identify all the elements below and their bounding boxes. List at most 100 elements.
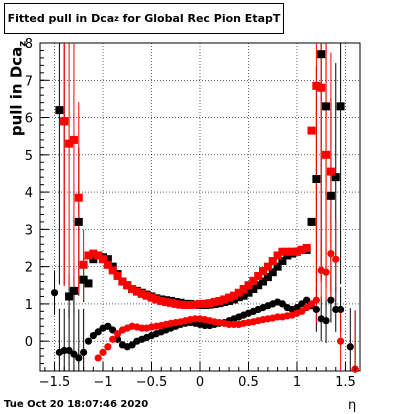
- data-point-circle: [50, 289, 59, 297]
- data-point-circle: [128, 341, 136, 349]
- y-tick-label: 0: [25, 335, 33, 350]
- data-point-square: [186, 301, 195, 310]
- data-point-circle: [346, 343, 354, 351]
- data-point-square: [137, 289, 146, 298]
- y-tick-label: 3: [25, 223, 33, 238]
- data-point-circle: [94, 354, 102, 362]
- data-point-square: [317, 50, 326, 59]
- y-tick-label: 1: [25, 298, 33, 313]
- data-point-square: [55, 106, 64, 115]
- data-point-square: [210, 298, 219, 307]
- data-point-square: [69, 135, 78, 144]
- data-point-square: [278, 257, 287, 266]
- data-point-square: [336, 102, 345, 111]
- data-point-circle: [307, 300, 316, 308]
- data-point-square: [181, 301, 190, 310]
- data-point-circle: [332, 255, 340, 263]
- data-point-circle: [89, 331, 97, 340]
- chart-title-text: Fitted pull in Dca: [7, 12, 115, 25]
- data-point-circle: [337, 337, 345, 345]
- data-point-circle: [298, 300, 306, 308]
- data-point-square: [191, 300, 200, 309]
- data-point-square: [157, 296, 166, 305]
- y-tick-label: 7: [25, 74, 33, 89]
- data-point-square: [234, 293, 243, 302]
- data-point-square: [259, 277, 268, 286]
- x-tick-label: 1: [293, 375, 301, 390]
- data-point-square: [103, 255, 112, 264]
- data-point-square: [152, 295, 161, 304]
- data-point-square: [74, 193, 83, 202]
- data-point-circle: [99, 348, 107, 356]
- footer-timestamp: Tue Oct 20 18:07:46 2020: [4, 399, 149, 410]
- data-point-circle: [80, 348, 88, 356]
- data-point-circle: [337, 305, 345, 314]
- data-point-square: [307, 126, 316, 135]
- data-point-square: [322, 102, 331, 111]
- data-point-square: [176, 300, 185, 309]
- data-point-square: [268, 257, 277, 266]
- data-point-circle: [278, 300, 287, 308]
- chart-title: Fitted pull in Dca z for Global Rec Pion …: [4, 3, 284, 34]
- data-point-square: [288, 247, 297, 256]
- data-point-circle: [312, 305, 320, 314]
- data-point-square: [220, 295, 229, 304]
- data-point-circle: [303, 304, 311, 312]
- data-point-square: [263, 262, 272, 271]
- data-point-circle: [327, 296, 335, 304]
- data-point-circle: [113, 330, 122, 338]
- data-point-square: [249, 285, 258, 293]
- data-point-square: [166, 298, 175, 307]
- y-axis-label: pull in Dcaz: [8, 24, 29, 154]
- axis-ticks: [40, 42, 356, 371]
- data-point-square: [229, 291, 238, 300]
- data-point-circle: [322, 268, 330, 276]
- x-axis-label: η: [348, 398, 357, 413]
- x-tick-label: −1.5: [39, 375, 71, 390]
- chart-title-suffix: for Global Rec Pion EtapT: [118, 12, 281, 25]
- data-point-square: [225, 293, 234, 302]
- data-point-square: [317, 83, 326, 92]
- data-point-square: [103, 260, 112, 269]
- data-point-square: [84, 279, 93, 288]
- data-point-circle: [104, 322, 112, 330]
- data-point-circle: [70, 350, 78, 358]
- data-point-square: [302, 244, 311, 252]
- data-point-circle: [65, 346, 73, 355]
- data-point-circle: [84, 337, 93, 345]
- data-point-square: [249, 276, 258, 285]
- data-point-square: [108, 266, 117, 275]
- data-point-square: [292, 247, 301, 256]
- data-point-square: [234, 288, 243, 297]
- data-point-square: [273, 251, 282, 260]
- data-point-circle: [312, 296, 320, 304]
- data-point-square: [69, 286, 78, 295]
- data-markers: [50, 50, 359, 373]
- data-point-square: [79, 275, 88, 284]
- data-point-square: [283, 247, 292, 256]
- data-point-circle: [322, 317, 330, 325]
- data-point-circle: [293, 304, 301, 312]
- data-point-square: [132, 287, 141, 296]
- data-point-square: [171, 299, 180, 308]
- data-point-square: [65, 292, 74, 301]
- y-tick-label: 8: [25, 37, 33, 52]
- data-point-square: [326, 167, 335, 176]
- axis-tick-labels: −1.5 −1 −0.5 0 0.5 1 1.5 0 1 2 3 4 5 6 7 8: [25, 37, 356, 390]
- chart-title-subscript: z: [114, 14, 119, 23]
- data-point-square: [65, 139, 74, 148]
- data-point-circle: [109, 335, 117, 343]
- data-point-circle: [94, 328, 102, 336]
- data-point-circle: [109, 326, 117, 334]
- data-point-square: [94, 251, 103, 260]
- x-tick-label: 1.5: [335, 375, 356, 390]
- data-point-square: [254, 281, 263, 290]
- y-axis-label-subscript: z: [17, 40, 29, 47]
- data-point-square: [312, 175, 321, 184]
- x-tick-label: −0.5: [136, 375, 168, 390]
- data-point-square: [273, 262, 282, 271]
- data-point-square: [244, 281, 253, 290]
- data-point-square: [74, 217, 83, 226]
- data-point-square: [268, 268, 277, 277]
- data-point-square: [84, 251, 93, 260]
